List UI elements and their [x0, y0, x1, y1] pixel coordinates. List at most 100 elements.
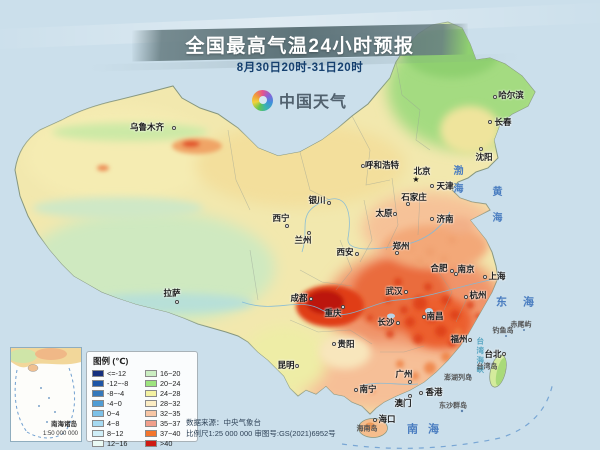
- city-marker-icon: [396, 321, 400, 325]
- city-marker-icon: [464, 295, 468, 299]
- city-label: 广州: [395, 368, 413, 379]
- city-marker-icon: [309, 297, 313, 301]
- city-marker-icon: [430, 217, 434, 221]
- legend-row: >40: [145, 439, 193, 448]
- legend-row: 16~20: [145, 369, 193, 378]
- city-marker-icon: [488, 120, 492, 124]
- sea-label: 钓鱼岛: [492, 327, 514, 335]
- city-marker-icon: [175, 300, 179, 304]
- city-label: 昆明: [277, 359, 295, 370]
- legend-swatch: [145, 380, 157, 388]
- sea-label: 东海: [496, 296, 550, 309]
- legend-label: 35~37: [160, 419, 181, 429]
- legend-swatch: [92, 370, 104, 378]
- city-label: 郑州: [392, 240, 410, 251]
- legend-row: <=-12: [92, 369, 140, 379]
- city-marker-icon: [408, 380, 412, 384]
- legend-swatch: [92, 430, 104, 438]
- legend-swatch: [145, 440, 157, 448]
- city-marker-icon: [454, 272, 458, 276]
- city-marker-icon: [450, 269, 454, 273]
- city-label: 拉萨: [163, 287, 181, 298]
- legend-label: 4~8: [107, 419, 120, 429]
- legend-label: 20~24: [160, 379, 181, 389]
- data-source-block: 数据来源：中央气象台 比例尺1:25 000 000 审图号:GS(2021)6…: [186, 417, 336, 439]
- city-label: 台北: [484, 348, 502, 359]
- legend-label: 8~12: [107, 429, 124, 439]
- city-marker-icon: [493, 95, 497, 99]
- legend-panel: 图例 (℃) <=-12 -12~-8 -8~-4 -4~0 0~4 4~8 8~12 12~…: [86, 351, 198, 448]
- city-marker-icon: [285, 224, 289, 228]
- legend-row: 20~24: [145, 379, 193, 388]
- legend-row: 37~40: [145, 429, 193, 438]
- city-marker-icon: [419, 391, 423, 395]
- legend-swatch: [145, 390, 157, 398]
- city-label: 重庆: [324, 307, 342, 318]
- legend-swatch: [145, 400, 157, 408]
- city-marker-icon: [468, 338, 472, 342]
- logo-text: 中国天气: [279, 94, 348, 111]
- city-label: 澳门: [394, 397, 412, 408]
- sea-label: 台湾岛: [476, 363, 498, 371]
- city-label: 天津: [436, 180, 454, 191]
- city-label: 贵阳: [337, 338, 355, 349]
- lake-poyang: [425, 308, 433, 314]
- legend-row: 35~37: [145, 419, 193, 428]
- city-label: 西安: [336, 246, 354, 257]
- legend-row: 12~16: [92, 439, 140, 448]
- legend-row: 8~12: [92, 429, 140, 438]
- city-marker-icon: [373, 418, 377, 422]
- legend-row: -4~0: [92, 399, 140, 408]
- legend-swatch: [92, 440, 104, 448]
- city-label: 哈尔滨: [498, 89, 524, 100]
- city-label: 海口: [378, 413, 396, 424]
- page-title: 全国最高气温24小时预报: [185, 36, 415, 57]
- city-label: 太原: [375, 207, 393, 218]
- legend-row: 4~8: [92, 419, 140, 428]
- city-marker-icon: [354, 388, 358, 392]
- city-label: 杭州: [469, 289, 487, 300]
- city-label: 沈阳: [475, 151, 493, 162]
- legend-label: >40: [160, 439, 173, 449]
- sea-label: 东沙群岛: [439, 402, 467, 410]
- city-label: 南昌: [426, 310, 444, 321]
- legend-row: -8~-4: [92, 389, 140, 398]
- city-marker-icon: [479, 147, 483, 151]
- legend-label: 37~40: [160, 429, 181, 439]
- sea-label: 南海: [407, 423, 449, 436]
- legend-row: 32~35: [145, 409, 193, 418]
- city-marker-icon: [502, 352, 506, 356]
- legend-row: 28~32: [145, 399, 193, 408]
- legend-swatch: [92, 390, 104, 398]
- city-label: 福州: [450, 333, 468, 344]
- sea-label: 台湾海峡: [475, 337, 485, 375]
- city-label: 合肥: [430, 262, 448, 273]
- legend-label: <=-12: [107, 369, 127, 379]
- city-label: 石家庄: [401, 191, 427, 202]
- legend-label: -4~0: [107, 399, 122, 409]
- legend-col-2: 16~20 20~24 24~28 28~32 32~35 35~37 37~40 >40: [145, 369, 193, 448]
- city-label: 兰州: [294, 234, 312, 245]
- city-marker-icon: [395, 251, 399, 255]
- city-label: 呼和浩特: [364, 159, 400, 170]
- city-marker-icon: [327, 201, 331, 205]
- sea-label: 海南岛: [356, 425, 378, 433]
- sea-boundary-dashes: [341, 381, 554, 449]
- legend-row: 24~28: [145, 389, 193, 398]
- lake-dongting: [387, 313, 395, 319]
- map-approval-line: 比例尺1:25 000 000 审图号:GS(2021)6952号: [186, 429, 336, 438]
- inset-scale: 1:50 000 000: [42, 431, 78, 437]
- city-label: 南京: [457, 263, 475, 274]
- legend-swatch: [92, 420, 104, 428]
- sea-label: 澎湖列岛: [444, 374, 472, 382]
- city-label: 长沙: [377, 316, 395, 327]
- city-marker-icon: [422, 315, 426, 319]
- city-marker-icon: [307, 231, 311, 235]
- city-label: 武汉: [385, 285, 403, 296]
- legend-swatch: [145, 370, 157, 378]
- pinwheel-logo-icon: [252, 89, 273, 111]
- data-source-line: 数据来源：中央气象台: [186, 418, 261, 427]
- city-label: 香港: [425, 386, 443, 397]
